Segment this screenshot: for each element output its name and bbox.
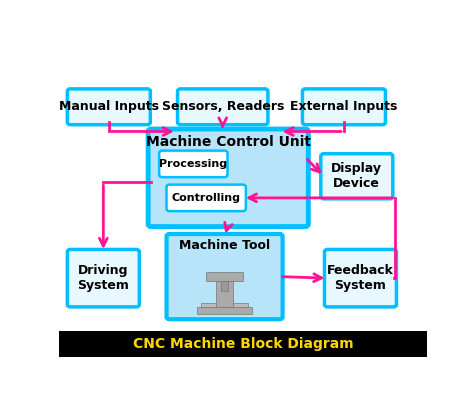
FancyBboxPatch shape	[302, 89, 385, 125]
FancyBboxPatch shape	[67, 89, 150, 125]
FancyBboxPatch shape	[67, 249, 139, 307]
Text: Sensors, Readers: Sensors, Readers	[162, 100, 284, 113]
Text: Processing: Processing	[159, 159, 228, 169]
Bar	[201, 303, 248, 308]
Text: CNC Machine Block Diagram: CNC Machine Block Diagram	[133, 337, 353, 351]
Text: Controlling: Controlling	[172, 193, 241, 203]
FancyBboxPatch shape	[159, 151, 228, 177]
Bar	[206, 272, 243, 281]
FancyBboxPatch shape	[166, 234, 283, 319]
Text: Machine Control Unit: Machine Control Unit	[146, 135, 311, 149]
Bar	[59, 331, 427, 357]
FancyBboxPatch shape	[325, 249, 396, 307]
Text: Display
Device: Display Device	[331, 162, 383, 190]
Text: Feedback
System: Feedback System	[327, 264, 394, 292]
Text: Machine Tool: Machine Tool	[179, 239, 270, 252]
FancyBboxPatch shape	[166, 184, 246, 211]
Text: Manual Inputs: Manual Inputs	[59, 100, 159, 113]
Text: Driving
System: Driving System	[77, 264, 129, 292]
FancyBboxPatch shape	[148, 129, 308, 227]
FancyBboxPatch shape	[178, 89, 268, 125]
Bar	[197, 307, 252, 314]
Bar	[221, 281, 228, 290]
Bar	[217, 281, 233, 308]
Text: External Inputs: External Inputs	[290, 100, 398, 113]
FancyBboxPatch shape	[321, 154, 393, 199]
